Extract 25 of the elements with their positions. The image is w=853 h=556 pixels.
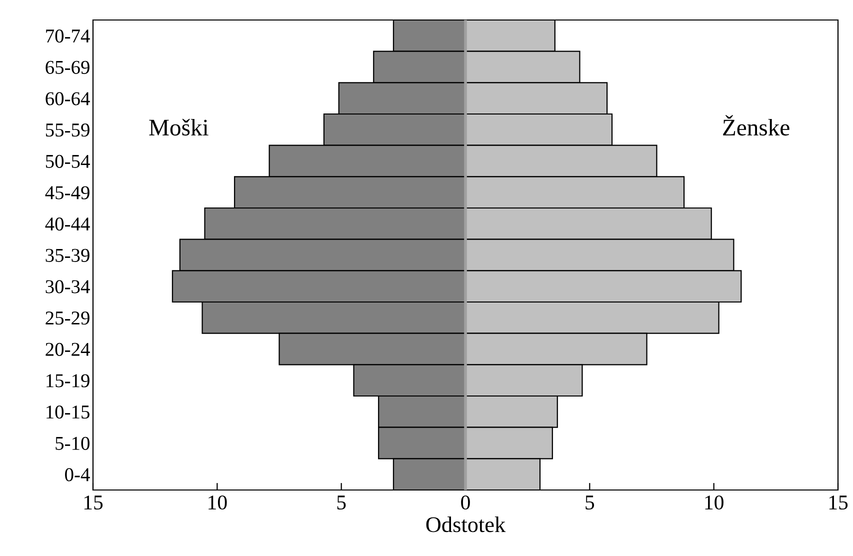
y-tick-label: 20-24	[46, 342, 90, 356]
x-tick-label: 15	[84, 496, 103, 510]
x-tick-label: 5	[586, 496, 594, 510]
text: Moški	[149, 118, 208, 136]
y-tick-label: 65-69	[46, 60, 90, 74]
y-tick-label: 10-15	[46, 405, 90, 419]
y-tick-label: 5-10	[56, 436, 90, 450]
x-tick-label: 10	[705, 495, 724, 510]
y-tick-label: 0-4	[65, 468, 90, 482]
x-tick-label: 5	[337, 496, 346, 510]
text: Ženske	[723, 115, 790, 136]
y-tick-label: 60-64	[46, 92, 90, 106]
y-tick-label: 50-54	[46, 154, 90, 168]
x-tick-label: 15	[829, 496, 848, 510]
y-tick-label: 30-34	[46, 280, 90, 294]
y-tick-label: 70-74	[46, 29, 90, 43]
x-tick-label: 10	[208, 495, 227, 510]
y-tick-label: 55-59	[46, 124, 90, 137]
y-tick-label: 25-29	[46, 312, 90, 325]
y-tick-label: 15-19	[46, 374, 90, 388]
y-tick-label: 45-49	[45, 186, 90, 200]
x-axis-title: Odstotek	[426, 516, 506, 532]
x-tick-label: 0	[461, 495, 470, 510]
y-tick-label: 40-44	[45, 217, 90, 231]
y-tick-label: 35-39	[46, 248, 90, 262]
